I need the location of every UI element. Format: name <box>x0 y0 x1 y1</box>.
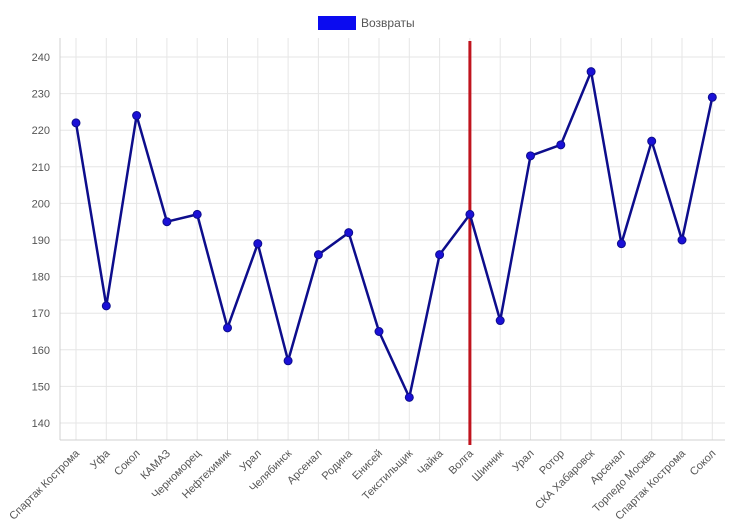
data-point <box>556 140 566 150</box>
x-tick-label: Урал <box>510 448 536 474</box>
data-point <box>404 392 414 402</box>
y-tick-label: 230 <box>32 89 50 101</box>
series-line <box>74 70 714 399</box>
series-points <box>71 67 717 402</box>
data-point <box>616 239 626 249</box>
data-point <box>495 316 505 326</box>
x-tick-label: Урал <box>238 448 264 474</box>
y-tick-label: 200 <box>32 198 50 210</box>
y-tick-label: 180 <box>32 272 50 284</box>
legend: Возвраты <box>318 16 415 30</box>
data-point <box>71 118 81 128</box>
data-point <box>374 327 384 336</box>
x-tick-label: Шинник <box>470 448 506 484</box>
x-tick-label: Уфа <box>88 447 113 472</box>
y-tick-label: 190 <box>32 235 50 247</box>
data-point <box>647 136 657 146</box>
data-point <box>223 323 232 333</box>
data-point <box>707 92 717 102</box>
legend-swatch <box>318 16 356 30</box>
y-tick-label: 220 <box>32 125 50 137</box>
data-point <box>344 228 354 238</box>
data-point <box>526 151 535 161</box>
y-tick-label: 150 <box>32 381 50 393</box>
data-point <box>435 250 445 260</box>
data-point <box>192 209 202 219</box>
y-tick-label: 160 <box>32 345 50 357</box>
data-point <box>313 250 323 260</box>
y-tick-label: 140 <box>32 418 50 430</box>
data-point <box>586 67 596 77</box>
y-tick-label: 170 <box>32 308 50 320</box>
x-axis-ticks: Спартак Кострома Уфа СоколКАМАЗЧерноморецН… <box>7 447 718 522</box>
data-point <box>283 356 293 366</box>
x-tick-label: Спартак Кострома <box>7 447 82 522</box>
y-axis-ticks: 140 150 160 170 180 190 200 210 220 230 240 <box>32 52 50 430</box>
data-point <box>465 209 475 219</box>
series-path <box>74 70 714 399</box>
grid <box>59 38 725 441</box>
data-point <box>677 235 687 245</box>
data-point <box>253 239 263 249</box>
y-tick-label: 240 <box>32 52 50 64</box>
data-point <box>132 111 142 121</box>
y-tick-label: 210 <box>32 162 50 174</box>
x-tick-label: Чайка <box>415 447 446 478</box>
data-point <box>162 217 172 227</box>
x-tick-label: Родина <box>320 447 356 483</box>
legend-label: Возвраты <box>361 16 415 30</box>
x-tick-label: Сокол <box>688 448 719 479</box>
data-point <box>101 301 111 311</box>
